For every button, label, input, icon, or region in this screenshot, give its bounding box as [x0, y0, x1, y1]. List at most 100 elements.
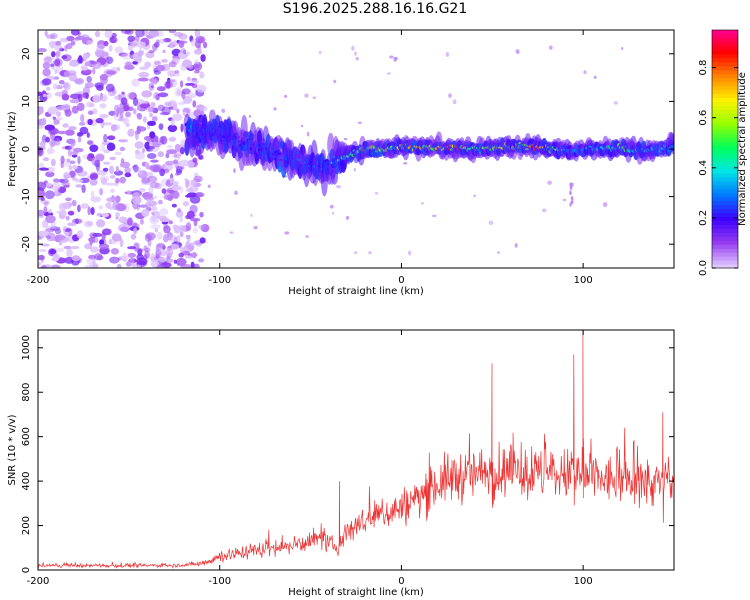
noise-blob	[83, 220, 93, 228]
noise-blob	[127, 189, 131, 195]
noise-blob	[150, 101, 156, 108]
noise-blob	[312, 96, 317, 100]
colorbar-swatch	[712, 89, 738, 95]
noise-blob	[110, 248, 119, 255]
noise-blob	[70, 160, 76, 165]
bottom-ytick-label: 1000	[21, 335, 32, 360]
noise-blob	[67, 210, 75, 216]
noise-blob	[71, 255, 81, 262]
noise-blob	[133, 164, 139, 173]
noise-blob	[141, 148, 146, 154]
top-ytick-label: 0	[21, 146, 32, 152]
noise-blob	[284, 231, 290, 235]
noise-blob	[408, 250, 412, 256]
noise-blob	[45, 214, 56, 224]
noise-blob	[69, 93, 81, 100]
noise-blob	[68, 144, 75, 150]
noise-blob	[95, 117, 104, 124]
noise-blob	[89, 174, 94, 180]
noise-blob	[108, 110, 116, 116]
noise-blob	[154, 227, 159, 233]
noise-blob	[161, 59, 168, 63]
noise-blob	[157, 151, 164, 158]
colorbar-swatch	[712, 264, 738, 269]
bottom-xlabel: Height of straight line (km)	[288, 587, 424, 598]
colorbar-tick-label: 0.2	[698, 210, 709, 226]
noise-blob	[103, 40, 109, 47]
noise-blob	[357, 121, 362, 125]
noise-blob	[138, 188, 146, 192]
noise-blob	[144, 233, 152, 242]
colorbar-swatch	[712, 77, 738, 83]
noise-blob	[139, 218, 144, 225]
noise-blob	[105, 202, 112, 209]
bottom-ytick-label: 200	[21, 516, 32, 535]
noise-blob	[64, 245, 72, 250]
noise-blob	[151, 215, 157, 222]
noise-blob	[168, 61, 177, 68]
noise-blob	[82, 92, 89, 99]
noise-blob	[200, 224, 210, 233]
noise-blob	[90, 207, 95, 215]
noise-blob	[118, 52, 128, 57]
noise-blob	[185, 234, 191, 239]
noise-blob	[304, 93, 309, 98]
noise-blob	[221, 108, 226, 113]
noise-blob	[54, 68, 58, 75]
noise-blob	[41, 117, 47, 126]
noise-blob	[157, 104, 166, 112]
noise-blob	[547, 180, 552, 185]
colorbar-swatch	[712, 61, 738, 67]
noise-blob	[473, 194, 476, 197]
noise-blob	[42, 68, 51, 77]
noise-blob	[115, 177, 120, 184]
noise-blob	[199, 237, 206, 244]
noise-blob	[177, 151, 181, 161]
noise-blob	[134, 248, 144, 253]
top-ytick-label: -20	[21, 236, 32, 252]
noise-blob	[110, 124, 117, 132]
noise-blob	[161, 188, 167, 194]
noise-blob	[116, 107, 125, 114]
noise-blob	[38, 181, 47, 191]
noise-blob	[52, 253, 60, 262]
noise-blob	[136, 125, 141, 135]
colorbar-swatch	[712, 216, 738, 221]
noise-blob	[181, 91, 186, 99]
noise-blob	[141, 90, 153, 98]
noise-blob	[448, 93, 452, 98]
noise-blob	[156, 264, 165, 268]
noise-blob	[139, 103, 151, 109]
noise-blob	[300, 124, 304, 128]
noise-blob	[192, 227, 199, 234]
noise-blob	[127, 246, 137, 250]
noise-blob	[109, 175, 116, 179]
noise-blob	[77, 136, 82, 143]
noise-blob	[185, 241, 190, 248]
noise-blob	[141, 209, 150, 217]
noise-blob	[61, 93, 70, 101]
noise-blob	[92, 108, 98, 115]
noise-blob	[56, 111, 62, 117]
colorbar-tick-label: 0.0	[698, 260, 709, 276]
noise-blob	[38, 261, 42, 267]
noise-blob	[52, 116, 56, 120]
noise-blob	[165, 80, 171, 89]
noise-blob	[94, 49, 103, 58]
noise-blob	[80, 203, 90, 209]
noise-blob	[62, 123, 69, 128]
colorbar-swatch	[712, 164, 738, 170]
bottom-xtick-label: 0	[398, 576, 404, 587]
noise-blob	[452, 99, 457, 105]
noise-blob	[71, 105, 79, 114]
noise-blob	[54, 178, 66, 183]
noise-blob	[54, 44, 63, 51]
bottom-xtick-label: 100	[574, 576, 593, 587]
noise-blob	[62, 158, 73, 167]
noise-blob	[562, 198, 567, 202]
noise-blob	[167, 258, 174, 263]
top-ytick-label: 10	[21, 95, 32, 108]
noise-blob	[45, 86, 51, 91]
colorbar-swatch	[712, 149, 738, 154]
